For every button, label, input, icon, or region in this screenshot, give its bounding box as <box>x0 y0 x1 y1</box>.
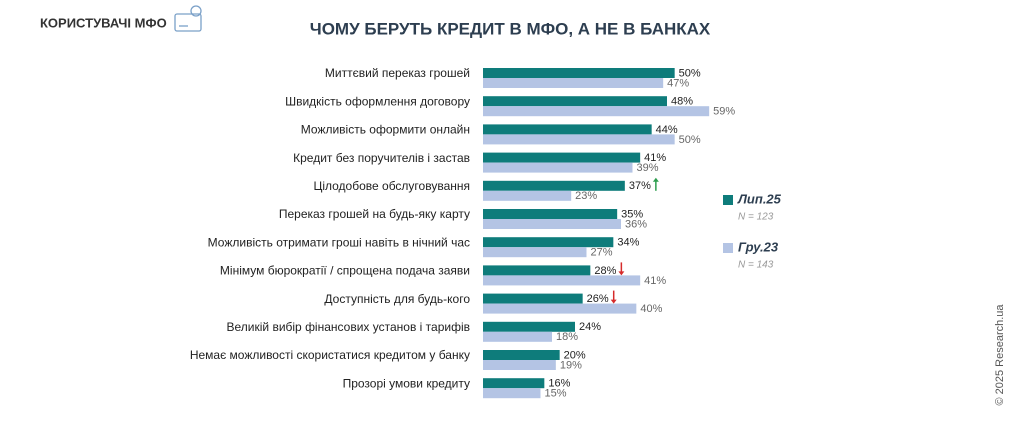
trend-arrow-head <box>610 299 617 304</box>
value-label: 41% <box>644 275 666 287</box>
bar <box>483 180 625 191</box>
bar <box>483 106 710 117</box>
bar <box>483 293 583 304</box>
bar <box>483 190 572 201</box>
legend-label: Лип.25 <box>737 191 782 206</box>
value-label: 23% <box>575 190 597 202</box>
bar <box>483 247 587 258</box>
category-label: Можливість оформити онлайн <box>301 123 470 137</box>
bar <box>483 237 614 248</box>
bar <box>483 78 664 88</box>
category-label: Миттєвий переказ грошей <box>325 66 470 80</box>
value-label: 34% <box>617 237 639 249</box>
legend-note: N = 123 <box>738 212 774 223</box>
value-label: 26% <box>587 293 609 305</box>
chart-title: ЧОМУ БЕРУТЬ КРЕДИТ В МФО, А НЕ В БАНКАХ <box>310 19 711 38</box>
bar <box>483 96 667 107</box>
category-label: Переказ грошей на будь-яку карту <box>279 207 470 221</box>
category-label: Немає можливості скористатися кредитом у… <box>190 348 470 362</box>
category-label: Великій вибір фінансових установ і тариф… <box>227 320 471 334</box>
trend-arrow-head <box>618 271 625 276</box>
legend-swatch <box>723 195 733 205</box>
value-label: 28% <box>594 265 616 277</box>
category-label: Можливість отримати гроші навіть в нічни… <box>208 235 470 249</box>
bar <box>483 303 637 314</box>
value-label: 20% <box>564 349 586 361</box>
category-label: Цілодобове обслуговування <box>313 179 470 193</box>
legend-swatch <box>723 243 733 253</box>
category-label: Прозорі умови кредиту <box>343 376 470 390</box>
bar <box>483 265 591 276</box>
value-label: 27% <box>591 247 613 259</box>
bar <box>483 360 556 370</box>
bar <box>483 209 618 219</box>
bar <box>483 124 652 135</box>
value-label: 48% <box>671 96 693 108</box>
bar <box>483 219 621 229</box>
value-label: 37% <box>629 180 651 192</box>
value-label: 59% <box>713 106 735 118</box>
category-label: Швидкість оформлення договору <box>285 94 470 108</box>
bar <box>483 152 641 163</box>
category-label: Мінімум бюрократії / спрощена подача зая… <box>220 264 470 278</box>
category-label: Доступність для будь-кого <box>324 292 470 306</box>
bar <box>483 134 675 145</box>
value-label: 50% <box>679 67 701 79</box>
bar <box>483 378 545 389</box>
value-label: 15% <box>545 388 567 400</box>
header-title: КОРИСТУВАЧІ МФО <box>40 15 167 30</box>
value-label: 40% <box>640 303 662 315</box>
value-label: 44% <box>656 124 678 136</box>
bar <box>483 162 633 173</box>
value-label: 36% <box>625 218 647 230</box>
value-label: 16% <box>548 378 570 390</box>
value-label: 19% <box>560 359 582 371</box>
copyright: © 2025 Research.ua <box>994 304 1006 406</box>
bar <box>483 275 641 286</box>
value-label: 35% <box>621 208 643 220</box>
header-icon <box>174 5 202 32</box>
value-label: 24% <box>579 321 601 333</box>
category-label: Кредит без поручителів і застав <box>293 151 470 165</box>
bar <box>483 321 575 332</box>
bar <box>483 388 541 399</box>
trend-arrow-head <box>652 177 659 182</box>
value-label: 50% <box>679 134 701 146</box>
bar <box>483 350 560 360</box>
value-label: 18% <box>556 331 578 343</box>
legend-label: Гру.23 <box>738 239 779 254</box>
bar <box>483 331 552 342</box>
value-label: 47% <box>667 77 689 89</box>
value-label: 41% <box>644 152 666 164</box>
value-label: 39% <box>637 162 659 174</box>
legend-note: N = 143 <box>738 260 774 271</box>
bar <box>483 68 675 78</box>
